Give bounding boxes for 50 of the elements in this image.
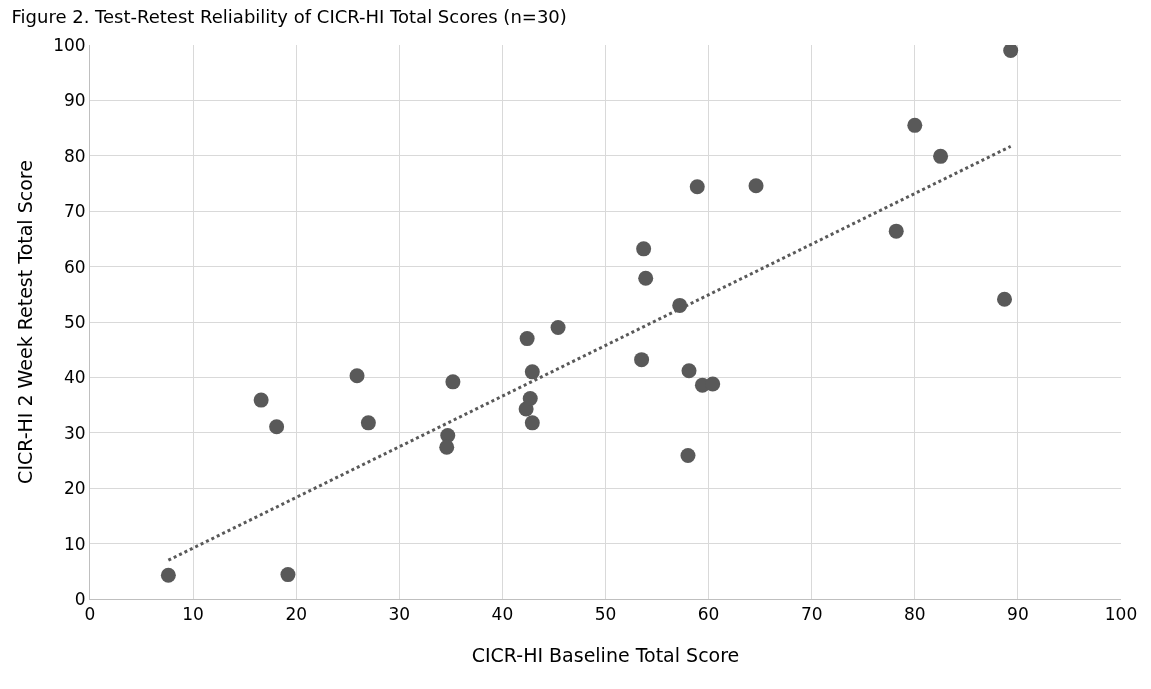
y-tick-label: 10 [63,533,86,554]
x-tick-label: 50 [594,604,617,625]
y-tick-label: 70 [63,201,86,222]
point [680,448,696,463]
point [1003,45,1019,59]
x-tick-label: 100 [1104,604,1138,625]
point [445,374,461,390]
point [997,291,1012,307]
x-axis-title: CICR-HI Baseline Total Score [471,644,740,667]
x-tick-label: 10 [182,604,204,625]
point [269,419,285,435]
y-tick-label: 60 [63,256,86,277]
point [933,148,949,164]
x-tick-label: 70 [800,604,823,625]
point [439,439,455,455]
point [519,331,535,347]
chart-title: Figure 2. Test-Retest Reliability of CICR-HI Total Scores (n=30) [11,5,567,27]
point [888,223,904,239]
y-tick-label: 30 [63,422,86,443]
point [160,567,176,583]
point [524,364,540,380]
point [349,368,365,384]
point [550,320,566,336]
point [907,117,923,133]
point [705,376,721,392]
point [522,390,538,406]
y-tick-label: 20 [63,478,86,499]
point [681,363,697,379]
y-tick-label: 100 [53,34,86,55]
x-tick-label: 60 [697,604,720,625]
y-tick-label: 90 [63,90,86,111]
y-axis-title: CICR-HI 2 Week Retest Total Score [14,160,36,484]
y-tick-label: 40 [63,367,86,388]
point [360,415,376,431]
point [280,567,296,583]
x-tick-label: 20 [285,604,308,625]
x-tick-label: 80 [903,604,926,625]
point [636,241,652,257]
x-tick-label: 40 [491,604,514,625]
x-tick-label: 30 [388,604,411,625]
point [634,352,650,368]
point [748,178,764,194]
y-tick-label: 0 [74,588,86,609]
point [689,179,705,195]
point [638,270,654,286]
y-tick-label: 50 [63,311,86,332]
x-tick-label: 90 [1007,604,1029,625]
point [524,415,540,431]
y-tick-label: 80 [63,145,86,166]
point [253,392,269,408]
